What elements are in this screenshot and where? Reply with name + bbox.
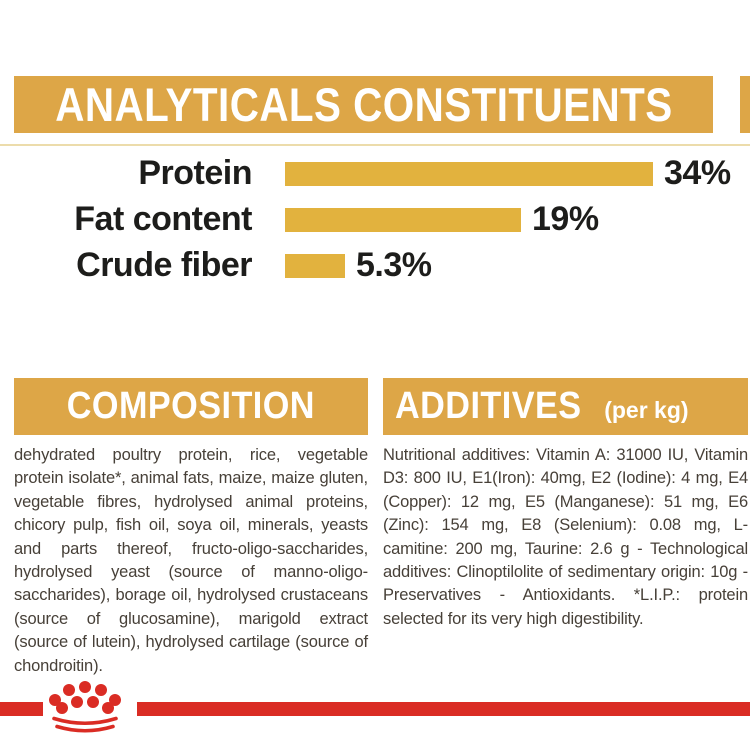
composition-section: COMPOSITION dehydrated poultry protein, … — [14, 378, 368, 678]
composition-header-bar: COMPOSITION — [14, 378, 368, 435]
composition-body-text: dehydrated poultry protein, rice, vegeta… — [14, 446, 368, 675]
chart-row-crude-fiber: Crude fiber 5.3% — [0, 243, 750, 288]
chart-label: Protein — [138, 154, 252, 192]
chart-value: 19% — [532, 200, 599, 238]
chart-bar — [285, 253, 345, 278]
chart-row-protein: Protein 34% — [0, 151, 750, 196]
royal-canin-crown-logo — [49, 681, 121, 733]
additives-section: ADDITIVES (per kg) Nutritional additives… — [383, 378, 748, 631]
chart-value: 34% — [664, 154, 731, 192]
chart-label: Crude fiber — [76, 246, 252, 284]
additives-body-text: Nutritional additives: Vitamin A: 31000 … — [383, 446, 748, 628]
chart-bar — [285, 161, 653, 186]
chart-bar — [285, 207, 521, 232]
footer-red-rule-left — [0, 702, 43, 716]
chart-label: Fat content — [74, 200, 252, 238]
header-bar-right-fragment — [740, 76, 750, 133]
chart-row-fat-content: Fat content 19% — [0, 197, 750, 242]
footer-red-rule-right — [137, 702, 750, 716]
additives-title-suffix: (per kg) — [604, 397, 689, 423]
chart-value: 5.3% — [356, 246, 432, 284]
header-separator-line — [0, 144, 750, 146]
analyticals-header-bar: ANALYTICALS CONSTITUENTS — [14, 76, 713, 133]
additives-title: ADDITIVES — [395, 385, 582, 427]
analyticals-header-title: ANALYTICALS CONSTITUENTS — [54, 78, 673, 131]
additives-header-bar: ADDITIVES (per kg) — [383, 378, 748, 435]
composition-title: COMPOSITION — [66, 385, 316, 427]
